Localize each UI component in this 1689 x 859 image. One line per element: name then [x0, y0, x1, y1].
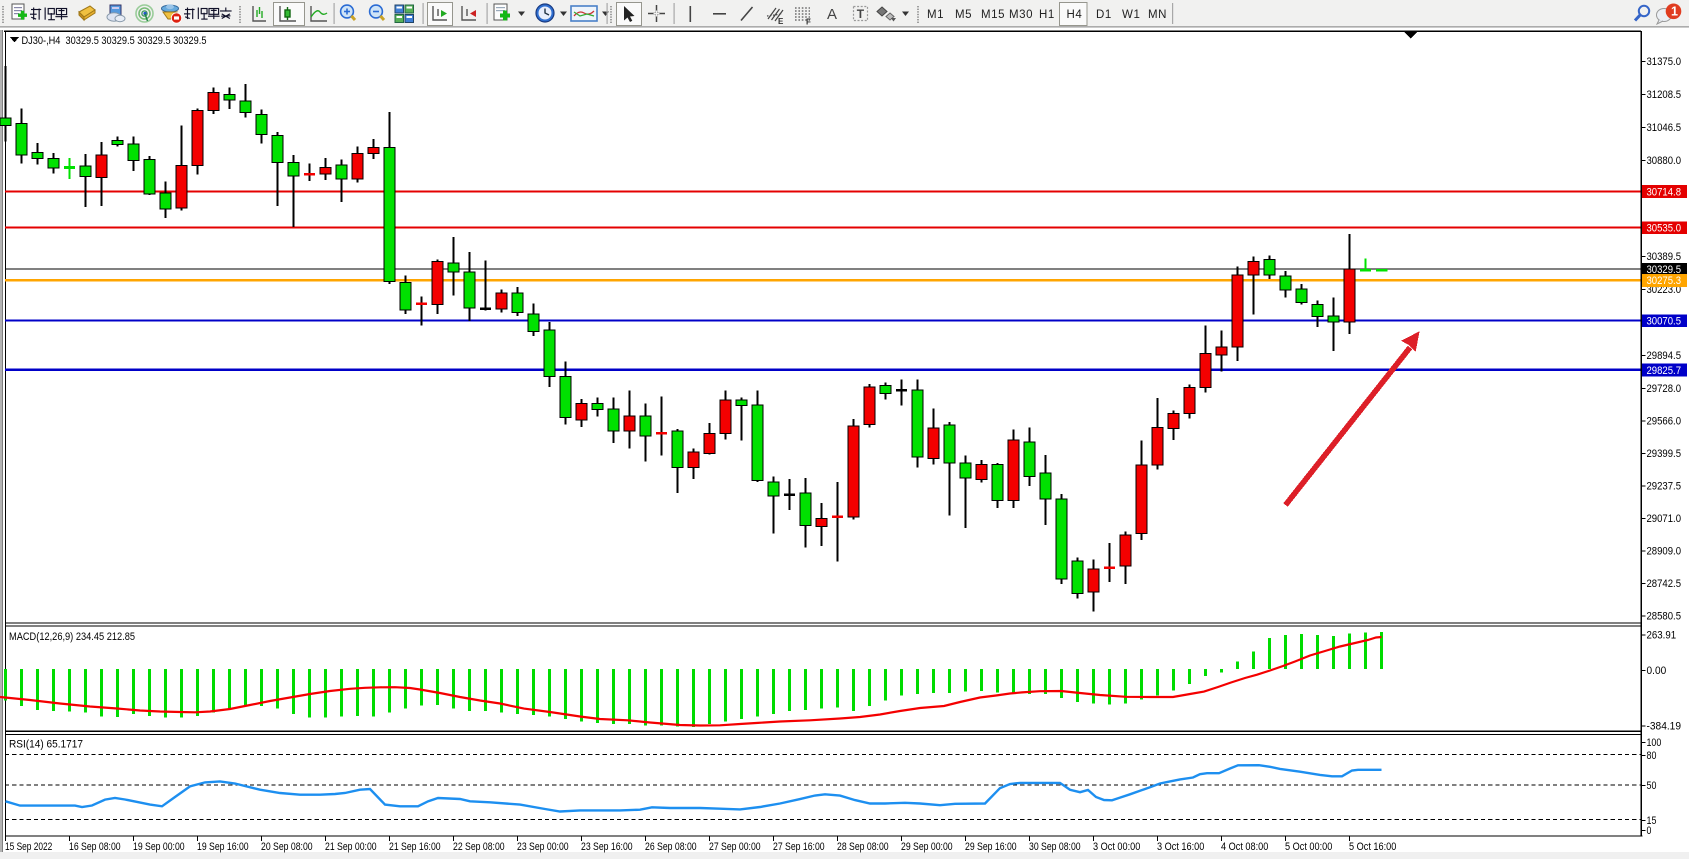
svg-text:28909.0: 28909.0 [1647, 546, 1682, 558]
svg-text:30389.5: 30389.5 [1647, 251, 1682, 263]
svg-text:30275.3: 30275.3 [1647, 275, 1682, 287]
svg-text:19 Sep 00:00: 19 Sep 00:00 [133, 841, 185, 853]
svg-text:MN: MN [1148, 9, 1167, 21]
svg-text:50: 50 [1647, 780, 1657, 792]
svg-text:16 Sep 08:00: 16 Sep 08:00 [69, 841, 121, 853]
svg-text:M1: M1 [927, 9, 944, 21]
svg-text:29566.0: 29566.0 [1647, 416, 1682, 428]
svg-text:29237.5: 29237.5 [1647, 481, 1682, 493]
svg-text:29399.5: 29399.5 [1647, 448, 1682, 460]
svg-text:21 Sep 16:00: 21 Sep 16:00 [389, 841, 441, 853]
svg-text:31375.0: 31375.0 [1647, 56, 1682, 68]
svg-text:29728.0: 29728.0 [1647, 383, 1682, 395]
svg-text:29071.0: 29071.0 [1647, 513, 1682, 525]
svg-text:M5: M5 [955, 9, 972, 21]
svg-text:27 Sep 16:00: 27 Sep 16:00 [773, 841, 825, 853]
svg-text:23 Sep 16:00: 23 Sep 16:00 [581, 841, 633, 853]
svg-text:W1: W1 [1122, 9, 1140, 21]
svg-text:263.91: 263.91 [1647, 630, 1677, 642]
svg-text:T: T [857, 7, 865, 21]
svg-text:5 Oct 16:00: 5 Oct 16:00 [1349, 841, 1396, 853]
svg-text:29 Sep 00:00: 29 Sep 00:00 [901, 841, 953, 853]
svg-text:30 Sep 08:00: 30 Sep 08:00 [1029, 841, 1081, 853]
svg-text:A: A [827, 6, 837, 23]
svg-text:30880.0: 30880.0 [1647, 155, 1682, 167]
svg-text:0.00: 0.00 [1647, 665, 1667, 677]
svg-text:30070.5: 30070.5 [1647, 316, 1682, 328]
svg-text:H4: H4 [1067, 9, 1083, 21]
svg-text:28580.5: 28580.5 [1647, 611, 1682, 623]
svg-text:M15: M15 [981, 9, 1005, 21]
svg-text:30223.0: 30223.0 [1647, 284, 1682, 296]
svg-text:M30: M30 [1009, 9, 1033, 21]
svg-text:29 Sep 16:00: 29 Sep 16:00 [965, 841, 1017, 853]
svg-text:F: F [806, 18, 811, 27]
svg-text:31046.5: 31046.5 [1647, 122, 1682, 134]
svg-text:31208.5: 31208.5 [1647, 89, 1682, 101]
svg-text:RSI(14) 65.1717: RSI(14) 65.1717 [9, 739, 83, 751]
svg-text:3 Oct 00:00: 3 Oct 00:00 [1093, 841, 1140, 853]
svg-text:MACD(12,26,9) 234.45 212.85: MACD(12,26,9) 234.45 212.85 [9, 631, 135, 643]
svg-text:22 Sep 08:00: 22 Sep 08:00 [453, 841, 505, 853]
svg-text:21 Sep 00:00: 21 Sep 00:00 [325, 841, 377, 853]
svg-text:D1: D1 [1096, 9, 1112, 21]
svg-text:27 Sep 00:00: 27 Sep 00:00 [709, 841, 761, 853]
svg-text:DJ30-,H4 30329.5 30329.5 3032: DJ30-,H4 30329.5 30329.5 30329.5 30329.5 [22, 35, 207, 47]
svg-text:4 Oct 08:00: 4 Oct 08:00 [1221, 841, 1268, 853]
svg-text:28 Sep 08:00: 28 Sep 08:00 [837, 841, 889, 853]
svg-text:0: 0 [1647, 825, 1652, 837]
svg-text:5 Oct 00:00: 5 Oct 00:00 [1285, 841, 1332, 853]
svg-text:1: 1 [1671, 5, 1678, 19]
svg-text:30714.8: 30714.8 [1647, 186, 1682, 198]
svg-text:26 Sep 08:00: 26 Sep 08:00 [645, 841, 697, 853]
svg-text:19 Sep 16:00: 19 Sep 16:00 [197, 841, 249, 853]
svg-text:23 Sep 00:00: 23 Sep 00:00 [517, 841, 569, 853]
svg-text:15 Sep 2022: 15 Sep 2022 [5, 841, 52, 853]
svg-text:100: 100 [1647, 737, 1662, 749]
svg-text:15: 15 [1647, 815, 1657, 827]
svg-text:29894.5: 29894.5 [1647, 350, 1682, 362]
svg-text:29825.7: 29825.7 [1647, 365, 1682, 377]
svg-text:-384.19: -384.19 [1647, 721, 1682, 733]
svg-text:3 Oct 16:00: 3 Oct 16:00 [1157, 841, 1204, 853]
svg-text:28742.5: 28742.5 [1647, 578, 1682, 590]
svg-text:30535.0: 30535.0 [1647, 223, 1682, 235]
svg-text:E: E [778, 17, 784, 26]
svg-text:20 Sep 08:00: 20 Sep 08:00 [261, 841, 313, 853]
svg-text:30329.5: 30329.5 [1647, 264, 1682, 276]
svg-text:80: 80 [1647, 750, 1657, 762]
svg-text:H1: H1 [1039, 9, 1055, 21]
